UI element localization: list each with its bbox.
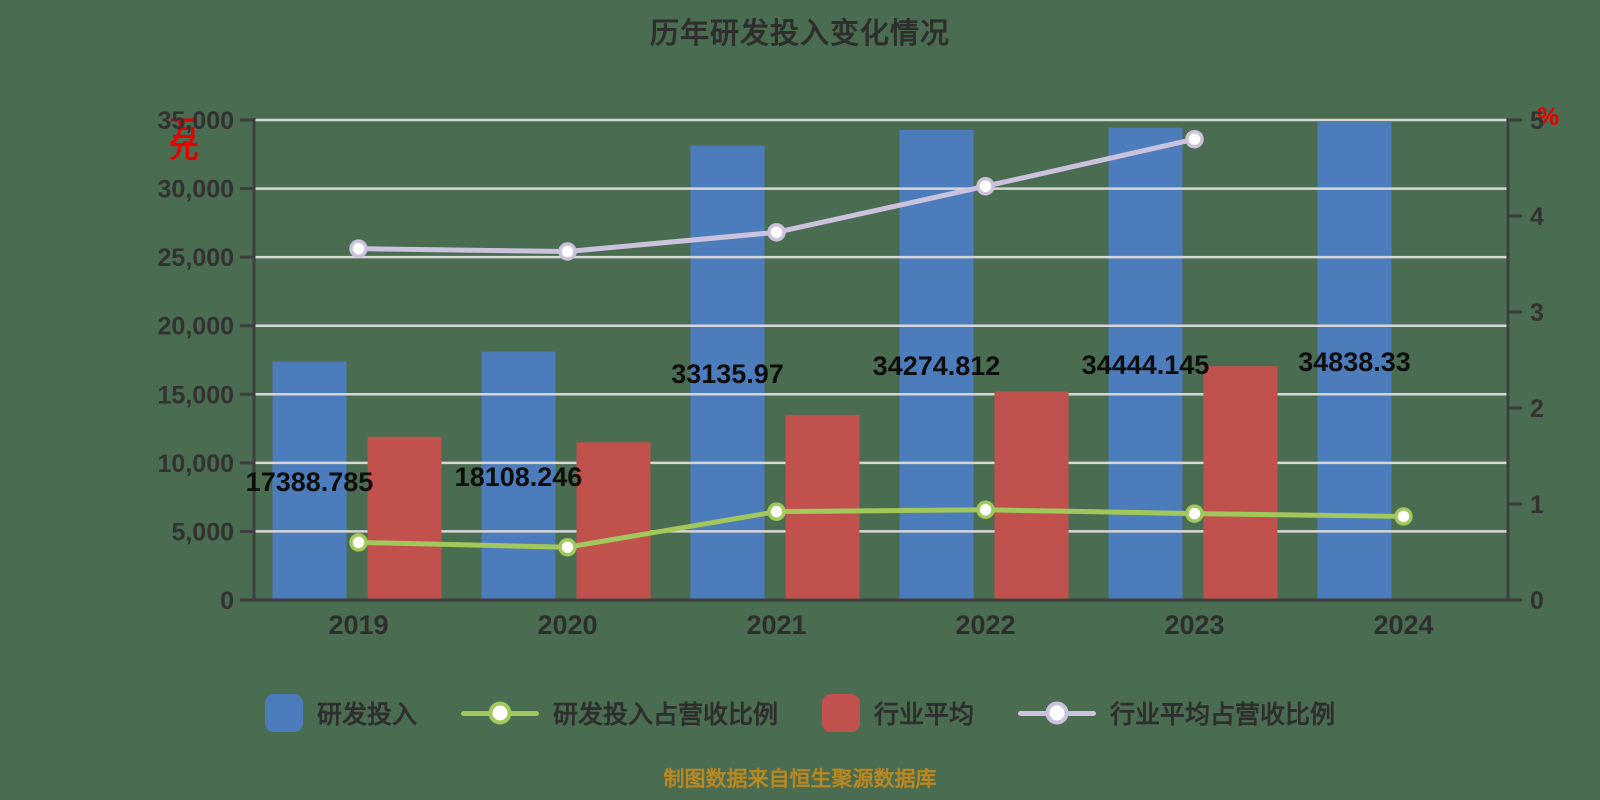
industry-ratio-point-2020: [558, 242, 577, 261]
right-axis-tick-label: 1: [1530, 491, 1544, 519]
industry-average-bar-2021: [785, 414, 860, 600]
left-axis-tick-label: 30,000: [158, 176, 234, 204]
left-axis-tick-label: 15,000: [158, 381, 234, 409]
legend-item-industry-ratio[interactable]: 行业平均占营收比例: [1018, 694, 1335, 732]
rd-ratio-line: [356, 507, 1406, 550]
industry-average-bar-2020: [576, 442, 651, 600]
rd-ratio-point-2021: [767, 502, 786, 521]
industry-average-swatch-icon: [822, 694, 860, 732]
rd-ratio-point-2023: [1185, 504, 1204, 523]
x-axis-label-2020: 2020: [537, 610, 597, 640]
industry-ratio-point-2022: [976, 176, 995, 196]
source-note: 制图数据来自恒生聚源数据库: [663, 768, 937, 791]
industry-ratio-point-2023: [1185, 129, 1204, 149]
x-axis-label-2024: 2024: [1373, 610, 1433, 640]
legend-label: 行业平均: [874, 701, 975, 729]
legend-item-rd-investment[interactable]: 研发投入: [264, 694, 417, 732]
industry-average-bar-2022: [994, 391, 1069, 600]
legend-label: 研发投入占营收比例: [552, 701, 778, 729]
legend-item-industry-average[interactable]: 行业平均: [822, 694, 974, 732]
left-axis-tick-label: 25,000: [158, 244, 234, 272]
left-axis-tick-label: 20,000: [158, 313, 234, 341]
right-axis-tick-label: 3: [1530, 299, 1544, 327]
chart-title: 历年研发投入变化情况: [649, 18, 950, 50]
industry-ratio-line-marker-icon: [1018, 694, 1097, 732]
rd-investment-swatch-icon: [264, 694, 303, 732]
right-axis-tick-label: 5: [1530, 107, 1544, 135]
industry-ratio-point-2019: [349, 239, 368, 258]
industry-average-bar-2023: [1203, 366, 1278, 600]
left-axis-tick-label: 10,000: [158, 450, 234, 478]
bar-value-label-2024: 34838.33: [1298, 347, 1411, 377]
rd-ratio-point-2019: [349, 533, 368, 552]
bar-value-label-2021: 33135.97: [671, 359, 784, 389]
legend: 研发投入 研发投入占营收比例 行业平均 行业平均占营收比例: [0, 694, 1600, 732]
rd-investment-bar-2019: [272, 361, 347, 600]
industry-average-bar-2019: [367, 436, 442, 600]
rd-investment-bar-2024: [1317, 122, 1392, 600]
rd-investment-bar-2022: [899, 129, 974, 600]
rd-ratio-point-2022: [976, 500, 995, 520]
left-axis-unit-label: 万元: [165, 116, 197, 148]
rd-ratio-line-marker-icon: [460, 694, 539, 732]
bar-value-label-2019: 17388.785: [246, 467, 374, 497]
left-axis-tick-label: 5,000: [171, 518, 234, 546]
right-axis-tick-label: 4: [1530, 203, 1544, 231]
legend-label: 研发投入: [316, 701, 417, 729]
legend-item-rd-ratio[interactable]: 研发投入占营收比例: [460, 694, 778, 732]
right-axis-tick-label: 2: [1530, 395, 1544, 423]
x-axis-label-2022: 2022: [955, 610, 1015, 640]
left-axis-tick-label: 35,000: [158, 107, 234, 135]
bar-value-label-2020: 18108.246: [455, 462, 583, 492]
bar-value-label-2023: 34444.145: [1082, 350, 1210, 380]
rd-ratio-point-2020: [558, 537, 577, 557]
x-axis-label-2019: 2019: [328, 610, 388, 640]
bar-value-label-2022: 34274.812: [873, 351, 1001, 381]
industry-ratio-point-2021: [767, 223, 786, 242]
x-axis-label-2023: 2023: [1164, 610, 1224, 640]
rd-investment-bar-2023: [1108, 127, 1183, 600]
right-axis-unit-label: %: [1537, 103, 1560, 131]
right-axis-tick-label: 0: [1530, 587, 1544, 615]
left-axis-tick-label: 0: [220, 587, 234, 615]
x-axis-label-2021: 2021: [746, 610, 806, 640]
rd-ratio-point-2024: [1394, 507, 1413, 526]
legend-label: 行业平均占营收比例: [1110, 701, 1336, 729]
